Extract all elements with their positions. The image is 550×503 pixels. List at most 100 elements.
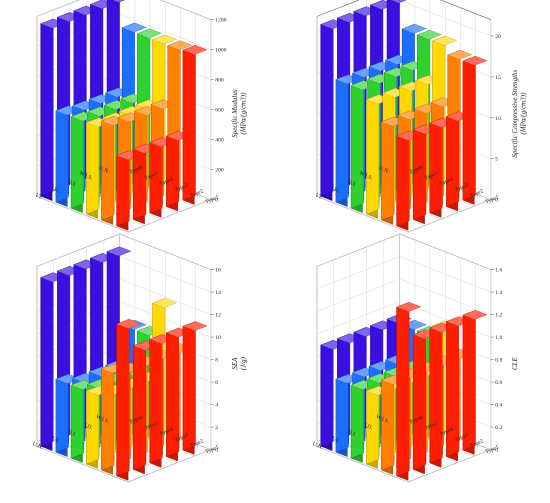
row-label: Type3	[454, 182, 469, 193]
bar-front-face	[429, 322, 443, 464]
bar	[116, 150, 142, 231]
floor-grid-line	[407, 449, 491, 483]
bar	[380, 116, 407, 225]
row-label: Type3	[454, 432, 469, 443]
bar-top-face	[182, 45, 208, 55]
floor-grid-line	[316, 446, 409, 483]
z-tick-label: 8	[215, 358, 218, 364]
grid-line	[316, 256, 491, 293]
row-label: Type2	[189, 438, 204, 449]
row-label: Type3	[174, 182, 189, 193]
bar	[100, 363, 127, 475]
bar-front-face	[350, 80, 364, 209]
row-label: Type6	[409, 415, 424, 426]
col-label: I.D.	[83, 422, 94, 431]
bar-front-face	[462, 309, 476, 451]
bar-top-face	[396, 302, 422, 312]
bar-top-face	[416, 29, 442, 40]
bar-top-face	[447, 49, 473, 60]
z-tick-label: 0	[215, 448, 218, 454]
bar	[165, 130, 191, 212]
col-label: W.I.S.	[78, 170, 94, 181]
bar	[396, 130, 422, 231]
row-label: Type5	[144, 170, 159, 181]
col-label: W.I.S.	[375, 414, 391, 425]
z-tick-label: 15	[495, 75, 501, 81]
bar-top-face	[111, 0, 126, 3]
bar-front-face	[320, 339, 334, 447]
z-tick-label: 16	[215, 268, 221, 274]
bar-front-face	[396, 302, 410, 477]
floor-grid-line	[127, 199, 211, 233]
bar	[350, 379, 376, 463]
bar	[462, 309, 488, 455]
bar-front-face	[182, 321, 196, 451]
z-tick-label: 1000	[215, 48, 226, 54]
z-axis-label-line: (MPa/(g/cm3))	[239, 92, 247, 135]
col-label: U.N.	[311, 441, 324, 451]
bar	[335, 74, 361, 207]
z-tick-label: 0.8	[495, 358, 502, 364]
row-label: Type6	[409, 165, 424, 176]
z-tick-label: 0	[495, 198, 498, 204]
row-label: Type1	[205, 444, 220, 455]
bar-front-face	[413, 329, 426, 470]
bar	[350, 80, 376, 213]
bar-front-face	[366, 94, 380, 215]
bar	[412, 124, 438, 225]
bar-front-face	[133, 340, 146, 470]
chart-2: 0 5 10 15 20 Specific Compressive Strengths(M…	[314, 0, 527, 233]
col-label: I.D.	[330, 185, 341, 194]
bar-front-face	[462, 55, 476, 201]
z-tick-label: 1.4	[495, 290, 502, 296]
bar	[85, 117, 111, 219]
col-label: I.T.	[34, 192, 44, 201]
z-tick-label: 4	[215, 403, 218, 409]
bar	[320, 339, 346, 452]
z-tick-label: 1.2	[495, 313, 502, 319]
bar-front-face	[396, 130, 410, 227]
z-axis-label-line: Specific Modulus	[231, 89, 239, 138]
bar	[429, 117, 455, 218]
z-tick-label: 6	[215, 380, 218, 386]
bar	[85, 385, 111, 469]
row-label: Type4	[439, 426, 454, 437]
row-label: Type1	[205, 194, 220, 205]
floor-grid-line	[36, 196, 129, 233]
bar	[132, 143, 158, 225]
bar	[182, 44, 208, 205]
bar	[70, 111, 96, 213]
col-label: I.T.	[314, 192, 324, 201]
z-tick-label: 200	[215, 168, 224, 174]
bar	[182, 321, 208, 455]
col-label: D.I.	[67, 179, 78, 188]
bar	[55, 373, 81, 457]
z-tick-label: 0.2	[495, 425, 502, 431]
z-tick-label: 800	[215, 78, 224, 84]
col-label: I.D.	[50, 185, 61, 194]
col-label: W.I.S.	[358, 170, 374, 181]
z-axis-label: Specific Modulus(MPa/(g/cm3))	[231, 89, 248, 138]
bar-top-face	[462, 310, 488, 320]
z-axis-label: CLE	[511, 356, 519, 370]
row-label: Type5	[144, 420, 159, 431]
bar	[429, 322, 455, 468]
bar	[445, 111, 471, 212]
bar-top-face	[182, 321, 208, 331]
bar-top-face	[106, 246, 132, 257]
z-axis-label-line: (J/g)	[239, 356, 247, 370]
bar-front-face	[70, 379, 84, 459]
row-label: Type1	[485, 194, 500, 205]
z-tick-label: 0.4	[495, 403, 502, 409]
bar-front-face	[446, 316, 460, 457]
bar-top-face	[401, 23, 427, 34]
col-label: D.I.	[347, 429, 358, 438]
bar	[149, 334, 175, 468]
row-label: Type1	[485, 444, 500, 455]
floor-grid-line	[407, 199, 491, 233]
row-label: Type4	[159, 426, 174, 437]
floor-grid-line	[127, 449, 211, 483]
bar	[462, 55, 488, 205]
